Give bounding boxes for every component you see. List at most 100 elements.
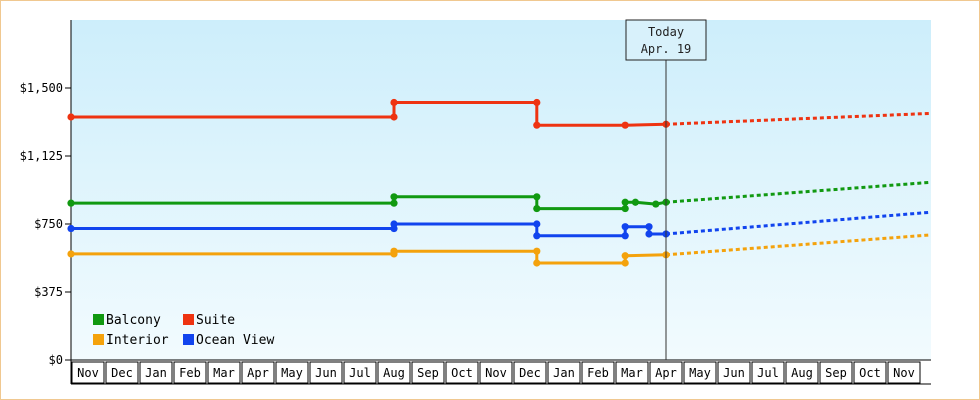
x-month-cell (547, 361, 581, 384)
series-point (533, 204, 541, 213)
x-tick-label: Dec (111, 366, 133, 380)
plot-background (71, 20, 931, 360)
series-forecast-line (665, 111, 932, 126)
x-month-cell (207, 361, 241, 384)
series-point (533, 247, 541, 255)
series-point (621, 198, 629, 206)
legend-swatch (93, 334, 104, 345)
x-tick-label: Jun (723, 366, 745, 380)
series-point (67, 199, 75, 207)
series-forecast-line (665, 180, 932, 204)
series-point (533, 98, 541, 107)
x-tick-label: Sep (825, 366, 847, 380)
legend-swatch (183, 334, 194, 345)
x-tick-label: Jan (553, 366, 575, 380)
x-tick-label: Nov (893, 366, 915, 380)
x-month-cell (751, 361, 785, 384)
legend-swatch (93, 314, 104, 325)
series-point (631, 198, 640, 206)
x-tick-label: May (689, 366, 711, 380)
series-point (621, 232, 629, 240)
legend-label: Ocean View (196, 333, 274, 348)
x-tick-label: May (281, 366, 303, 380)
series-point (533, 232, 541, 240)
x-month-cell (173, 361, 207, 384)
series-point (652, 200, 660, 208)
series-point (390, 199, 398, 207)
series-point (390, 247, 398, 255)
series-point (621, 252, 629, 260)
legend-label: Interior (106, 333, 169, 348)
series-forecast-line (665, 233, 932, 257)
x-tick-label: Jan (145, 366, 167, 380)
x-month-cell (309, 361, 343, 384)
x-month-cell (445, 361, 479, 384)
x-month-cell (275, 361, 309, 384)
x-tick-label: Apr (655, 366, 677, 380)
legend-label: Balcony (106, 313, 161, 328)
y-tick-label: $1,500 (20, 81, 63, 95)
x-month-cell (513, 361, 547, 384)
x-month-cell (581, 361, 615, 384)
x-month-cell (887, 361, 921, 384)
x-tick-label: Oct (859, 366, 881, 380)
x-month-cell (377, 361, 411, 384)
y-tick-label: $1,125 (20, 149, 63, 163)
x-tick-label: Sep (417, 366, 439, 380)
y-tick-label: $750 (34, 217, 63, 231)
x-month-cell (139, 361, 173, 384)
x-month-cell (683, 361, 717, 384)
x-tick-label: Feb (179, 366, 201, 380)
today-date-label: Apr. 19 (641, 42, 692, 56)
series-point (533, 259, 541, 267)
y-tick-label: $375 (34, 285, 63, 299)
series-point (621, 121, 629, 129)
series-point (67, 250, 75, 258)
series-point (533, 193, 541, 201)
x-month-cell (241, 361, 275, 384)
x-month-cell (853, 361, 887, 384)
series-point (621, 204, 629, 213)
x-month-cell (819, 361, 853, 384)
series-point (621, 259, 629, 267)
today-label-box (625, 19, 707, 61)
series-point (390, 113, 398, 121)
x-month-cell (649, 361, 683, 384)
x-tick-label: Jul (349, 366, 371, 380)
series-point (67, 113, 75, 121)
x-tick-label: Aug (791, 366, 813, 380)
legend-label: Suite (196, 313, 235, 328)
series-point (621, 223, 629, 231)
x-tick-label: Nov (77, 366, 99, 380)
series-point (533, 121, 541, 129)
series-forecast-line (665, 210, 932, 236)
x-tick-label: Nov (485, 366, 507, 380)
series-point (533, 220, 541, 228)
x-tick-label: Dec (519, 366, 541, 380)
y-tick-label: $0 (49, 353, 63, 367)
x-tick-label: Jul (757, 366, 779, 380)
x-month-cell (785, 361, 819, 384)
series-point (390, 193, 398, 201)
x-tick-label: Jun (315, 366, 337, 380)
series-point (67, 224, 75, 233)
x-month-cell (717, 361, 751, 384)
series-point (390, 98, 398, 107)
series-point (390, 220, 398, 228)
series-point (645, 223, 653, 231)
x-tick-label: Feb (587, 366, 609, 380)
x-month-cell (479, 361, 513, 384)
x-month-cell (615, 361, 649, 384)
x-month-cell (343, 361, 377, 384)
series-point (645, 230, 653, 238)
x-month-cell (71, 361, 105, 384)
today-label: Today (648, 25, 684, 39)
x-month-cell (105, 361, 139, 384)
x-tick-label: Mar (213, 366, 235, 380)
x-tick-label: Oct (451, 366, 473, 380)
legend-swatch (183, 314, 194, 325)
x-tick-label: Aug (383, 366, 405, 380)
x-tick-label: Mar (621, 366, 643, 380)
x-tick-label: Apr (247, 366, 269, 380)
